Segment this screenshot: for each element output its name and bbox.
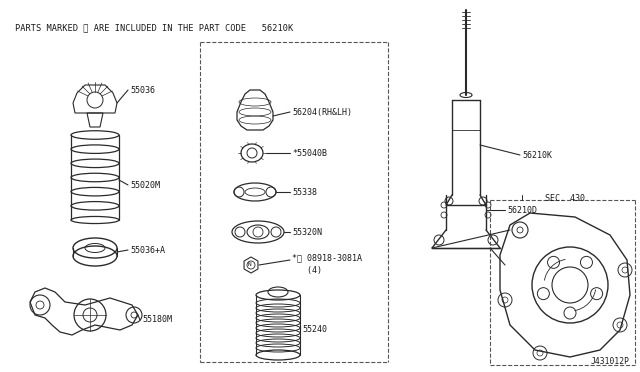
Text: 55338: 55338 bbox=[292, 187, 317, 196]
Text: N: N bbox=[248, 263, 252, 267]
Text: 56204(RH&LH): 56204(RH&LH) bbox=[292, 108, 352, 116]
Text: J431012P: J431012P bbox=[591, 357, 630, 366]
Text: 55036: 55036 bbox=[130, 86, 155, 94]
Text: *55040B: *55040B bbox=[292, 148, 327, 157]
Text: 55180M: 55180M bbox=[142, 315, 172, 324]
Text: 56210D: 56210D bbox=[507, 205, 537, 215]
Text: 55240: 55240 bbox=[302, 326, 327, 334]
Text: 55020M: 55020M bbox=[130, 180, 160, 189]
Text: 55036+A: 55036+A bbox=[130, 246, 165, 254]
Text: *Ⓝ 08918-3081A: *Ⓝ 08918-3081A bbox=[292, 253, 362, 263]
Text: 55320N: 55320N bbox=[292, 228, 322, 237]
Text: PARTS MARKED 筏 ARE INCLUDED IN THE PART CODE   56210K: PARTS MARKED 筏 ARE INCLUDED IN THE PART … bbox=[15, 23, 293, 32]
Text: 56210K: 56210K bbox=[522, 151, 552, 160]
Text: SEC. 430: SEC. 430 bbox=[545, 193, 585, 202]
Text: (4): (4) bbox=[292, 266, 322, 276]
